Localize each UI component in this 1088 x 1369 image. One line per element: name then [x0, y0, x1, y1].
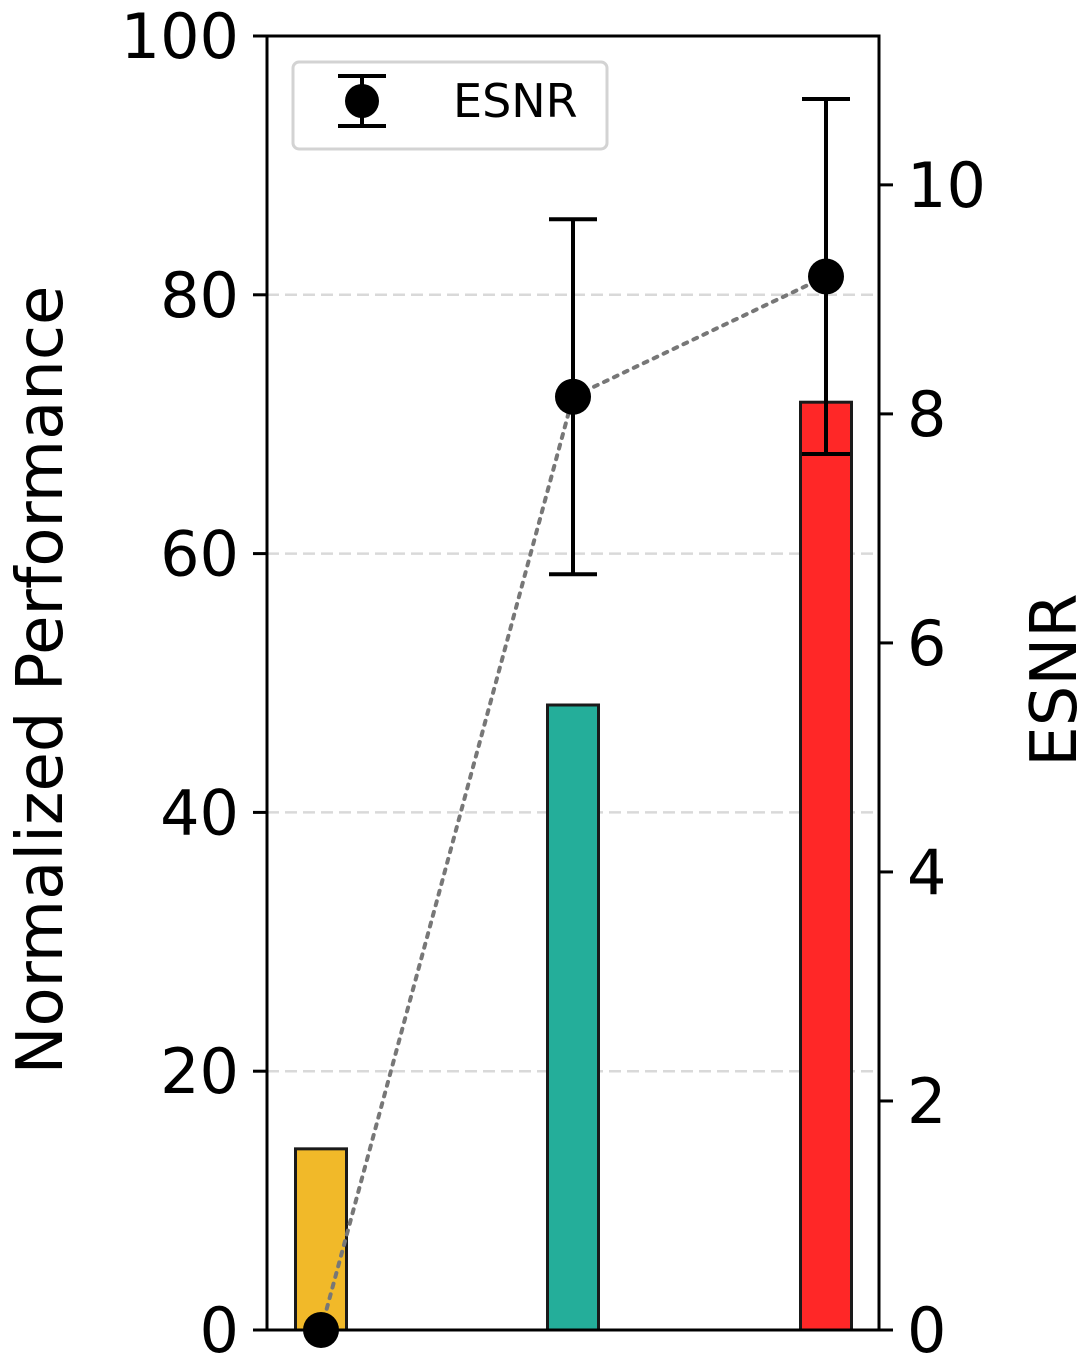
- bar: [546, 703, 600, 1332]
- y2-tick-label: 2: [907, 1065, 946, 1138]
- y-tick-label: 20: [160, 1035, 239, 1108]
- y-axis-label: Normalized Performance: [4, 286, 78, 1075]
- bar: [799, 400, 853, 1332]
- y-tick-label: 100: [121, 0, 239, 73]
- y-tick-label: 60: [160, 518, 239, 591]
- legend-marker-icon: [345, 84, 379, 118]
- legend: ESNR: [291, 60, 609, 151]
- y2-axis-label: ESNR: [1018, 593, 1088, 766]
- y-tick-label: 80: [160, 259, 239, 332]
- plot-frame: [265, 34, 881, 1332]
- esnr-point: [808, 258, 844, 295]
- legend-entry-esnr: ESNR: [453, 74, 578, 128]
- y2-tick-label: 6: [907, 607, 946, 680]
- y2-tick-label: 0: [907, 1294, 946, 1367]
- y-axis-ticks: 0 20 40 60 80 100: [121, 0, 267, 1367]
- y2-axis-ticks: 0 2 4 6 8 10: [879, 149, 986, 1367]
- y-tick-label: 0: [200, 1294, 239, 1367]
- esnr-point: [555, 378, 591, 415]
- y2-tick-label: 8: [907, 378, 946, 451]
- y2-tick-label: 4: [907, 836, 946, 909]
- y2-tick-label: 10: [907, 149, 986, 222]
- y-tick-label: 40: [160, 776, 239, 849]
- bar: [294, 1147, 348, 1332]
